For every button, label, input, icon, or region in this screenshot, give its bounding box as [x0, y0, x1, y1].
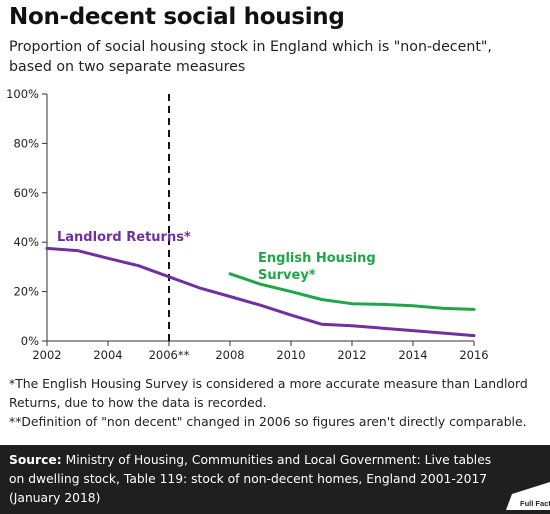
source-citation: Ministry of Housing, Communities and Loc…: [9, 453, 492, 505]
x-tick-label: 2006**: [149, 348, 190, 362]
y-tick-label: 40%: [13, 235, 39, 249]
source-text: Source: Ministry of Housing, Communities…: [9, 451, 509, 508]
full-fact-logo: Full Fact: [506, 482, 550, 510]
page-title: Non-decent social housing: [9, 4, 345, 30]
footnote-ehs: *The English Housing Survey is considere…: [9, 376, 528, 410]
y-tick-label: 100%: [6, 87, 39, 101]
source-label: Source:: [9, 453, 62, 467]
y-tick-label: 60%: [13, 186, 39, 200]
x-tick-label: 2008: [215, 348, 244, 362]
line-chart: 0% 20% 40% 60% 80% 100% 2002 2004 2006** 2008 2010…: [6, 87, 489, 362]
series-label-english-housing-survey-2: Survey*: [258, 268, 316, 283]
footnotes: *The English Housing Survey is considere…: [9, 374, 544, 431]
x-tick-label: 2014: [398, 348, 427, 362]
series-line-english-housing-survey: [228, 272, 476, 311]
y-tick-label: 0%: [21, 334, 39, 348]
chart-subtitle: Proportion of social housing stock in En…: [9, 39, 492, 75]
x-tick-label: 2016: [459, 348, 488, 362]
logo-text: Full Fact: [520, 499, 550, 508]
x-tick-label: 2010: [276, 348, 305, 362]
series-line-landlord-returns: [45, 246, 476, 338]
x-tick-label: 2002: [32, 348, 61, 362]
y-tick-label: 80%: [13, 136, 39, 150]
x-tick-label: 2004: [93, 348, 122, 362]
x-tick-label: 2012: [337, 348, 366, 362]
series-label-landlord-returns: Landlord Returns*: [57, 230, 191, 245]
footnote-definition: **Definition of "non decent" changed in …: [9, 414, 527, 429]
source-bar: Source: Ministry of Housing, Communities…: [0, 445, 550, 514]
series-label-english-housing-survey: English Housing: [258, 251, 376, 266]
y-tick-label: 20%: [13, 285, 39, 299]
